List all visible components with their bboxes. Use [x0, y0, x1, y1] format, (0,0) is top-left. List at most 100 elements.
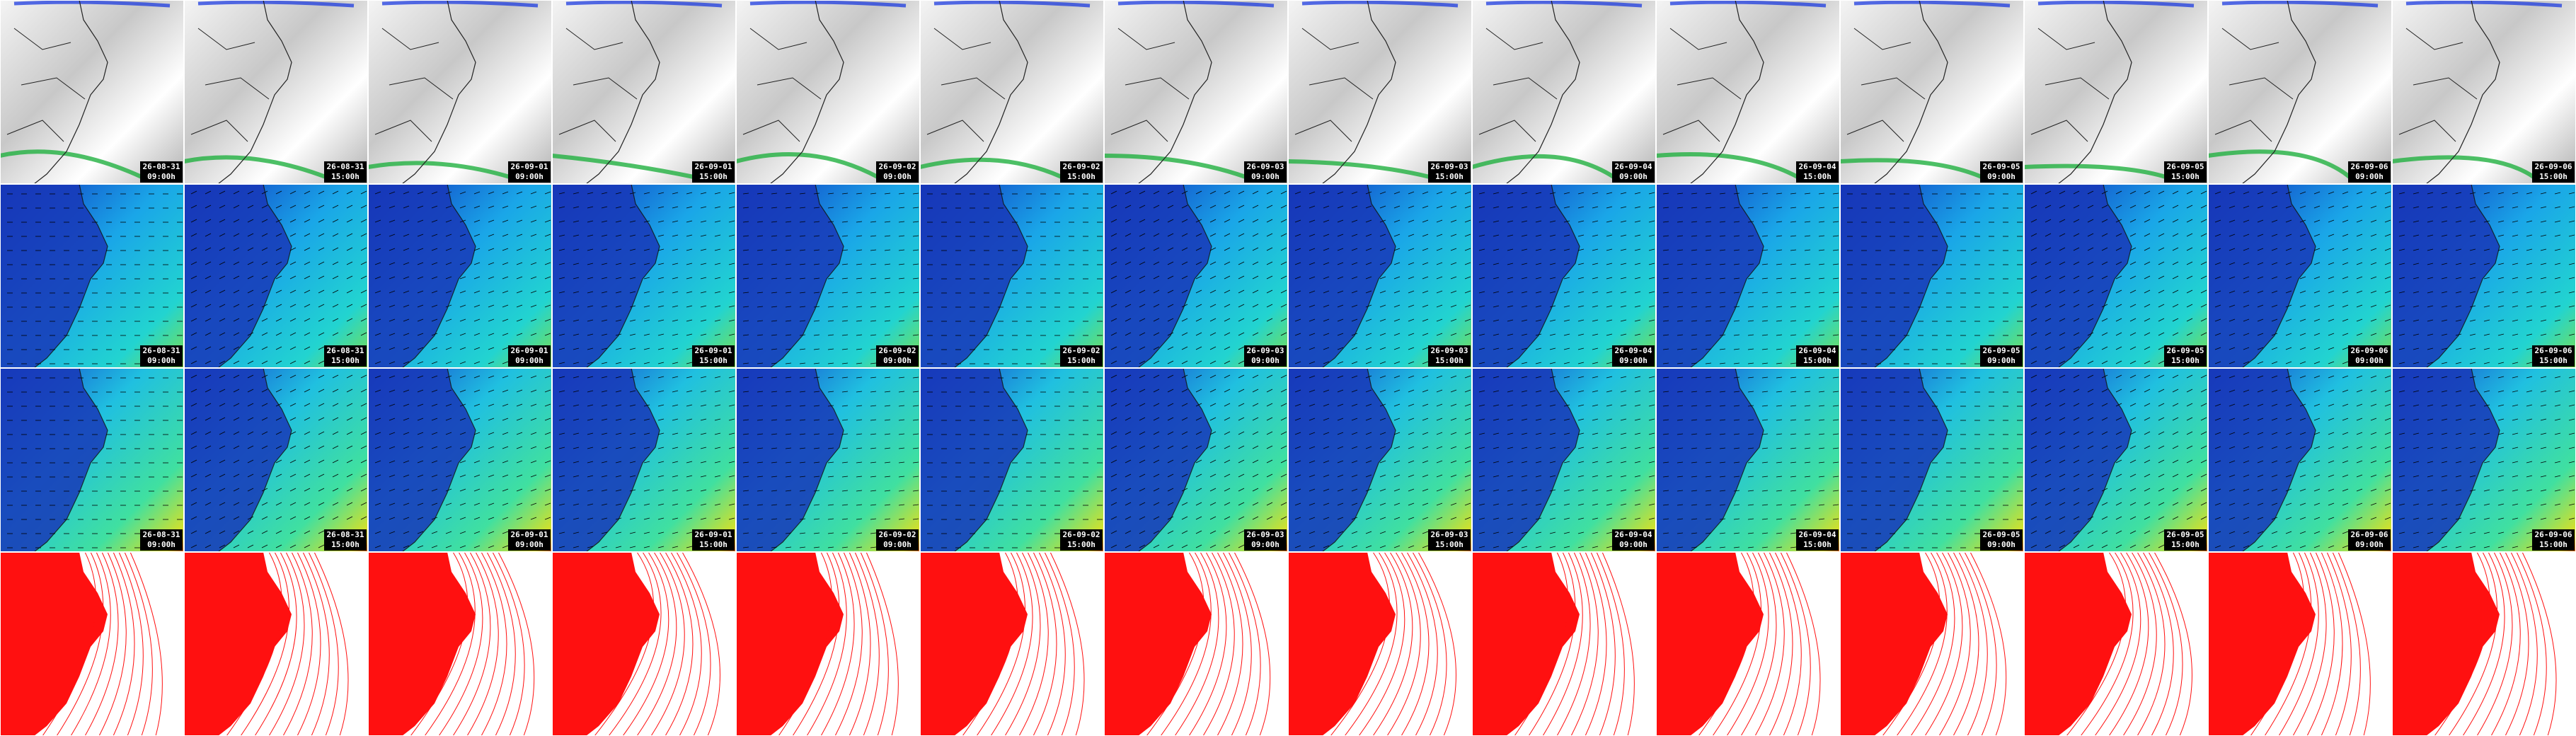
wind-arrow [445, 432, 452, 435]
wind-arrow [573, 248, 580, 251]
wind-arrow [1535, 447, 1542, 449]
wind-arrow [1577, 475, 1585, 478]
wind-arrow [530, 418, 537, 421]
wind-arrow [2158, 233, 2165, 237]
wind-arrow [573, 404, 580, 407]
wind-arrow [1252, 502, 1259, 506]
wind-arrow [601, 333, 608, 336]
wind-arrow [2243, 517, 2250, 520]
wind-arrow [898, 263, 905, 265]
wind-arrow [2030, 318, 2037, 322]
wind-arrow [417, 361, 424, 364]
wind-arrow [629, 461, 636, 464]
wind-arrow [1493, 305, 1500, 308]
wind-arrow [2299, 446, 2306, 449]
wind-arrow [1294, 517, 1301, 520]
wind-arrow [1507, 475, 1514, 478]
wind-arrow [530, 219, 537, 223]
wind-arrow [1648, 376, 1655, 379]
wind-arrow [1464, 474, 1471, 478]
wind-arrow [2370, 460, 2377, 464]
wind-arrow [1535, 319, 1542, 322]
wind-arrow [516, 488, 523, 492]
wind-arrow [1648, 248, 1655, 251]
wind-arrow [2257, 290, 2264, 294]
wind-arrow [275, 318, 282, 322]
wind-arrow [346, 445, 353, 449]
wind-arrow [2129, 544, 2137, 548]
wind-arrow [2328, 290, 2335, 294]
wind-arrow [799, 376, 806, 379]
wind-arrow [1408, 333, 1415, 336]
wind-arrow [2087, 205, 2094, 209]
wind-arrow [1408, 234, 1415, 237]
state-borders [6, 28, 86, 142]
wind-arrow [1592, 376, 1599, 379]
wind-arrow [1662, 433, 1669, 435]
wind-arrow [403, 191, 410, 195]
wind-arrow [516, 403, 523, 407]
wind-arrow [2299, 375, 2306, 379]
wind-arrow [2257, 531, 2264, 534]
wind-arrow [1408, 403, 1415, 407]
wind-arrow [2073, 318, 2080, 322]
wind-arrow [2540, 248, 2547, 251]
wind-arrow [2144, 289, 2151, 294]
wind-arrow [601, 404, 608, 407]
wind-arrow [1252, 289, 1259, 294]
wind-arrow [1323, 347, 1330, 350]
wind-arrow [615, 234, 622, 237]
wind-arrow [318, 544, 325, 548]
wind-arrow [2427, 333, 2434, 336]
wind-arrow [672, 277, 679, 280]
wind-arrow [219, 417, 226, 421]
wind-arrow [1549, 390, 1556, 393]
wind-arrow [445, 474, 452, 478]
wind-arrow [2214, 333, 2221, 336]
wind-arrow [1422, 403, 1429, 407]
wind-arrow [2158, 275, 2165, 280]
wind-arrow [1167, 502, 1174, 506]
wind-arrow [799, 292, 806, 294]
wind-arrow [1110, 488, 1117, 492]
wind-arrow [1139, 219, 1146, 223]
wind-arrow [1478, 248, 1485, 251]
wind-arrow [2526, 333, 2533, 336]
wind-arrow [544, 191, 551, 195]
wind-arrow [1662, 277, 1669, 280]
wind-arrow [2285, 432, 2292, 435]
wind-arrow [657, 362, 665, 364]
wind-arrow [2469, 277, 2476, 280]
wind-arrow [1606, 432, 1613, 435]
wind-arrow [2342, 474, 2349, 478]
wind-arrow [1691, 433, 1698, 435]
wind-arrow [1776, 447, 1783, 449]
wind-arrow [2497, 234, 2505, 237]
wind-arrow [2469, 447, 2476, 449]
wind-arrow [2568, 319, 2575, 322]
wind-arrow [2413, 432, 2420, 435]
time-label: 09:00h [515, 540, 544, 549]
date-label: 26-09-03 [1431, 530, 1468, 539]
wind-arrow [1238, 219, 1245, 223]
wind-arrow [2172, 417, 2179, 421]
wind-arrow [2441, 390, 2448, 393]
wind-arrow [1153, 247, 1160, 251]
wind-arrow [629, 319, 636, 322]
wind-arrow [1436, 446, 1443, 449]
wind-arrow [389, 205, 396, 209]
wind-arrow [1535, 263, 1542, 265]
wind-arrow [1691, 376, 1698, 379]
wind-arrow [473, 460, 481, 464]
wind-arrow [1620, 432, 1627, 435]
wind-arrow [1776, 461, 1783, 464]
wind-arrow [1408, 347, 1415, 350]
wind-arrow [502, 545, 509, 548]
wind-arrow [898, 433, 905, 435]
wind-arrow [2101, 289, 2108, 294]
wind-arrow [1323, 531, 1330, 534]
wind-arrow [728, 319, 735, 322]
wind-arrow [1294, 205, 1301, 209]
wind-arrow [1309, 403, 1316, 407]
